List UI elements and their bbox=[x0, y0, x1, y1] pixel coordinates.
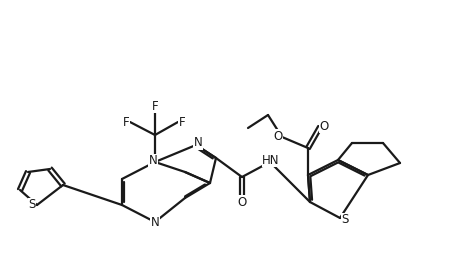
Text: O: O bbox=[273, 130, 282, 143]
Text: O: O bbox=[237, 196, 246, 208]
Text: F: F bbox=[123, 115, 129, 129]
Text: O: O bbox=[319, 120, 328, 133]
Text: S: S bbox=[28, 198, 36, 211]
Text: F: F bbox=[151, 100, 158, 112]
Text: F: F bbox=[178, 115, 185, 129]
Text: N: N bbox=[193, 136, 202, 150]
Text: S: S bbox=[341, 214, 348, 227]
Text: N: N bbox=[150, 217, 159, 229]
Text: N: N bbox=[148, 155, 157, 167]
Text: HN: HN bbox=[262, 154, 279, 166]
